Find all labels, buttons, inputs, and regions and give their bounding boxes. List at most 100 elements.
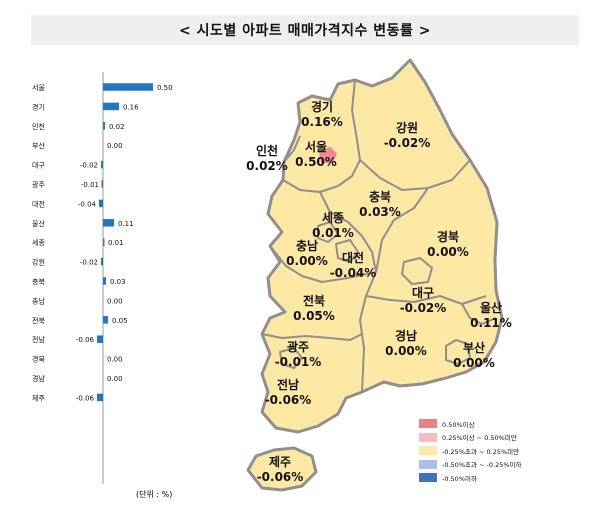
map-labels: 경기0.16% 강원-0.02%인천0.02%서울0.50%충북0.03%세종0.…: [246, 99, 512, 484]
chart-title: < 시도별 아파트 매매가격지수 변동률 >: [178, 23, 432, 39]
border-gyeonggi-gangwon: [337, 79, 361, 187]
bar: [103, 316, 108, 324]
region-name-label: 강원: [396, 121, 418, 135]
bar-category-label: 전북: [32, 316, 45, 325]
region-name-label: 전북: [303, 293, 325, 308]
bar-category-label: 대전: [32, 199, 45, 208]
region-name-label: 대구: [412, 286, 434, 300]
region-value-label: -0.02%: [400, 301, 447, 315]
legend-label: 0.50%이상: [442, 420, 475, 429]
bar-chart: 서울 0.50 경기 0.16 인천 0.02 부산 0.00 대구 -0.02 광주 -0.01 대전…: [32, 72, 173, 484]
bar-value-label: 0.00: [107, 142, 123, 150]
bar-value-label: 0.03: [110, 278, 126, 286]
border-gyeonggi-south: [282, 179, 339, 193]
border-gwangju: [279, 347, 303, 369]
legend-swatch: [419, 459, 437, 469]
bar-category-label: 충북: [32, 277, 45, 286]
bar: [103, 277, 106, 285]
region-name-label: 제주: [269, 455, 291, 469]
region-value-label: -0.01%: [275, 355, 322, 369]
bar: [101, 180, 103, 188]
map-shapes: [246, 58, 504, 492]
legend-swatch: [419, 432, 437, 442]
bar: [103, 102, 119, 111]
bar-category-label: 부산: [32, 141, 45, 150]
region-value-label: 0.00%: [427, 245, 469, 259]
region-name-label: 충북: [369, 189, 391, 204]
legend-item: -0.50%이하: [419, 472, 589, 483]
bar-value-label: 0.00: [107, 297, 123, 305]
bar-category-label: 대구: [32, 162, 45, 170]
border-chungnam-jeonbuk: [269, 245, 377, 283]
region-name-label: 세종: [322, 210, 344, 225]
legend-label: -0.50%이하: [442, 474, 477, 483]
legend-item: -0.25%초과 ~ 0.25%미만: [419, 445, 589, 456]
region-name-label: 광주: [287, 339, 309, 354]
region-name-label: 부산: [463, 340, 485, 355]
region-name-label: 서울: [305, 139, 327, 154]
bar-category-label: 충남: [32, 296, 45, 305]
title-bar: < 시도별 아파트 매매가격지수 변동률 >: [31, 15, 579, 45]
region-value-label: 0.03%: [359, 205, 401, 219]
bar-value-label: 0.16: [123, 103, 139, 111]
bar-value-label: 0.50: [157, 84, 173, 92]
unit-label: (단위 : %): [136, 490, 173, 499]
region-name-label: 인천: [256, 143, 278, 158]
bar-category-label: 경북: [32, 355, 45, 364]
bar-category-label: 경남: [32, 374, 45, 383]
region-name-label: 충남: [296, 238, 318, 253]
region-name-label: 경남: [395, 328, 417, 343]
legend-item: 0.50%이상: [419, 418, 589, 429]
border-chungnam-chungbuk: [319, 191, 377, 273]
region-value-label: -0.02%: [384, 136, 431, 150]
border-gyeongbuk-gyeongnam: [365, 295, 487, 305]
bar: [103, 83, 153, 91]
legend-swatch: [419, 473, 437, 482]
bar: [103, 238, 105, 246]
bar: [103, 122, 105, 130]
region-name-label: 경기: [311, 99, 333, 114]
bar: [103, 219, 114, 227]
border-sejong: [317, 221, 339, 243]
legend-label: 0.25%이상 ~ 0.50%미만: [442, 434, 517, 442]
bar-value-label: 0.02: [109, 123, 125, 131]
region-value-label: 0.11%: [470, 316, 512, 330]
border-jeonbuk-jeonnam: [261, 333, 363, 341]
bar-value-label: 0.05: [112, 317, 128, 325]
seoul-highlight: [319, 147, 337, 163]
bar: [99, 199, 103, 208]
bar: [101, 257, 103, 266]
bar-value-label: 0.00: [107, 375, 123, 383]
border-chungbuk-gangwon: [359, 159, 471, 191]
region-value-label: -0.06%: [265, 393, 312, 407]
region-value-label: 0.00%: [385, 344, 427, 358]
bar-value-label: 0.11: [118, 220, 134, 228]
region-value-label: 0.16%: [301, 115, 343, 129]
bar-category-label: 제주: [32, 394, 45, 402]
region-name-label: 경북: [437, 230, 459, 244]
region-name-label: 대전: [342, 250, 364, 265]
border-chungbuk-gyeongbuk: [375, 187, 429, 273]
bar-value-label: -0.06: [76, 394, 95, 402]
region-value-label: 0.00%: [453, 356, 495, 370]
border-daegu: [401, 257, 433, 285]
bar-value-label: -0.01: [81, 181, 99, 189]
region-value-label: 0.02%: [246, 159, 288, 173]
legend-label: -0.25%초과 ~ 0.25%미만: [442, 447, 520, 456]
region-value-label: 0.01%: [312, 226, 354, 240]
bar-value-label: -0.06: [76, 336, 95, 344]
region-value-label: -0.06%: [257, 470, 304, 484]
bar-category-label: 서울: [32, 83, 45, 92]
bar-category-label: 인천: [32, 122, 45, 131]
bar-category-label: 광주: [32, 181, 45, 189]
bar-category-label: 울산: [32, 219, 45, 228]
region-value-label: 0.50%: [295, 155, 337, 169]
bar-category-label: 강원: [32, 258, 45, 267]
bar-value-label: -0.02: [80, 259, 98, 267]
legend-label: -0.50%초과 ~ -0.25%이하: [442, 461, 522, 469]
bar-value-label: -0.04: [78, 200, 97, 208]
bar-category-label: 전남: [32, 335, 45, 344]
border-ulsan: [461, 303, 497, 325]
bar: [97, 393, 103, 402]
